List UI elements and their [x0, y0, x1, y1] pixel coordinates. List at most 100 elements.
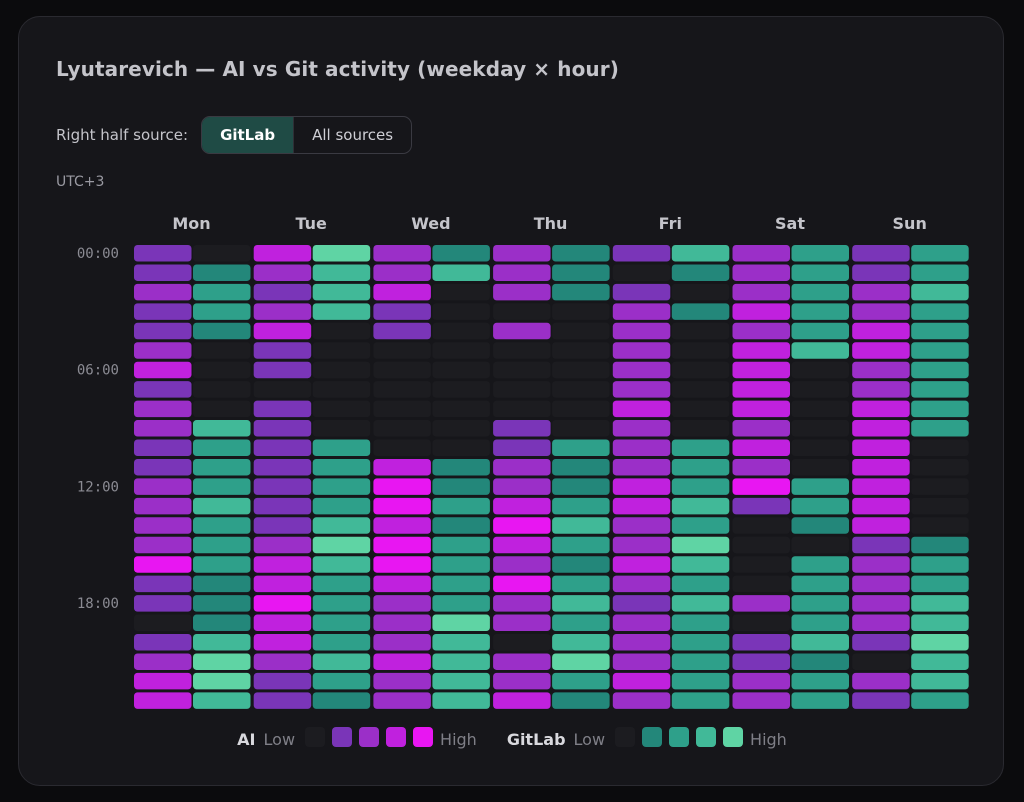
gitlab-cell-sun-h19[interactable] [911, 614, 969, 632]
gitlab-cell-sat-h11[interactable] [791, 458, 850, 476]
gitlab-cell-thu-h4[interactable] [552, 322, 610, 340]
ai-cell-tue-h11[interactable] [253, 458, 312, 476]
gitlab-cell-mon-h22[interactable] [193, 672, 251, 690]
ai-cell-tue-h2[interactable] [253, 283, 312, 301]
gitlab-cell-mon-h18[interactable] [193, 595, 251, 612]
gitlab-cell-sat-h17[interactable] [791, 575, 850, 593]
ai-cell-mon-h16[interactable] [134, 556, 192, 573]
ai-cell-sun-h8[interactable] [852, 400, 910, 418]
gitlab-cell-mon-h7[interactable] [193, 381, 251, 398]
ai-cell-fri-h20[interactable] [612, 634, 671, 651]
ai-cell-sun-h16[interactable] [852, 556, 910, 573]
ai-cell-sun-h19[interactable] [852, 614, 910, 632]
gitlab-cell-sun-h6[interactable] [911, 361, 969, 379]
ai-cell-fri-h21[interactable] [612, 653, 671, 670]
ai-cell-wed-h3[interactable] [373, 303, 431, 320]
gitlab-cell-wed-h18[interactable] [432, 595, 490, 612]
ai-cell-thu-h22[interactable] [493, 672, 551, 690]
gitlab-cell-wed-h12[interactable] [432, 478, 490, 495]
ai-cell-thu-h20[interactable] [493, 634, 551, 651]
ai-cell-tue-h10[interactable] [253, 439, 312, 457]
gitlab-cell-fri-h10[interactable] [671, 439, 730, 457]
source-option-all-sources[interactable]: All sources [293, 117, 411, 153]
gitlab-cell-mon-h3[interactable] [193, 303, 251, 320]
gitlab-cell-sat-h13[interactable] [791, 497, 850, 515]
gitlab-cell-fri-h21[interactable] [671, 653, 730, 670]
gitlab-cell-sat-h1[interactable] [791, 264, 850, 281]
ai-cell-mon-h1[interactable] [134, 264, 192, 281]
gitlab-cell-fri-h9[interactable] [671, 420, 730, 437]
gitlab-cell-sun-h11[interactable] [911, 458, 969, 476]
gitlab-cell-thu-h13[interactable] [552, 497, 610, 515]
gitlab-cell-sat-h5[interactable] [791, 342, 850, 359]
gitlab-cell-thu-h20[interactable] [552, 634, 610, 651]
gitlab-cell-sun-h12[interactable] [911, 478, 969, 495]
ai-cell-wed-h7[interactable] [373, 381, 431, 398]
ai-cell-wed-h11[interactable] [373, 458, 431, 476]
gitlab-cell-thu-h7[interactable] [552, 381, 610, 398]
gitlab-cell-thu-h10[interactable] [552, 439, 610, 457]
gitlab-cell-mon-h21[interactable] [193, 653, 251, 670]
gitlab-cell-fri-h18[interactable] [671, 595, 730, 612]
gitlab-cell-mon-h15[interactable] [193, 536, 251, 554]
gitlab-cell-tue-h14[interactable] [312, 517, 371, 534]
gitlab-cell-mon-h6[interactable] [193, 361, 251, 379]
gitlab-cell-fri-h4[interactable] [671, 322, 730, 340]
ai-cell-sat-h20[interactable] [732, 634, 791, 651]
ai-cell-wed-h20[interactable] [373, 634, 431, 651]
ai-cell-sun-h7[interactable] [852, 381, 910, 398]
gitlab-cell-thu-h23[interactable] [552, 692, 610, 709]
ai-cell-thu-h3[interactable] [493, 303, 551, 320]
gitlab-cell-sun-h18[interactable] [911, 595, 969, 612]
ai-cell-fri-h3[interactable] [612, 303, 671, 320]
ai-cell-wed-h14[interactable] [373, 517, 431, 534]
ai-cell-mon-h2[interactable] [134, 283, 192, 301]
ai-cell-thu-h19[interactable] [493, 614, 551, 632]
ai-cell-sun-h14[interactable] [852, 517, 910, 534]
gitlab-cell-wed-h14[interactable] [432, 517, 490, 534]
gitlab-cell-sat-h18[interactable] [791, 595, 850, 612]
ai-cell-mon-h5[interactable] [134, 342, 192, 359]
ai-cell-tue-h17[interactable] [253, 575, 312, 593]
gitlab-cell-thu-h15[interactable] [552, 536, 610, 554]
ai-cell-wed-h0[interactable] [373, 245, 431, 262]
gitlab-cell-thu-h2[interactable] [552, 283, 610, 301]
ai-cell-fri-h10[interactable] [612, 439, 671, 457]
gitlab-cell-sun-h22[interactable] [911, 672, 969, 690]
gitlab-cell-thu-h17[interactable] [552, 575, 610, 593]
gitlab-cell-thu-h21[interactable] [552, 653, 610, 670]
gitlab-cell-fri-h15[interactable] [671, 536, 730, 554]
ai-cell-sat-h0[interactable] [732, 245, 791, 262]
ai-cell-sat-h9[interactable] [732, 420, 791, 437]
gitlab-cell-sat-h21[interactable] [791, 653, 850, 670]
gitlab-cell-wed-h19[interactable] [432, 614, 490, 632]
ai-cell-mon-h17[interactable] [134, 575, 192, 593]
ai-cell-wed-h1[interactable] [373, 264, 431, 281]
gitlab-cell-tue-h4[interactable] [312, 322, 371, 340]
gitlab-cell-tue-h21[interactable] [312, 653, 371, 670]
gitlab-cell-mon-h20[interactable] [193, 634, 251, 651]
gitlab-cell-wed-h1[interactable] [432, 264, 490, 281]
gitlab-cell-wed-h16[interactable] [432, 556, 490, 573]
ai-cell-mon-h22[interactable] [134, 672, 192, 690]
gitlab-cell-wed-h8[interactable] [432, 400, 490, 418]
gitlab-cell-sat-h22[interactable] [791, 672, 850, 690]
ai-cell-fri-h13[interactable] [612, 497, 671, 515]
gitlab-cell-mon-h11[interactable] [193, 458, 251, 476]
gitlab-cell-fri-h16[interactable] [671, 556, 730, 573]
ai-cell-wed-h8[interactable] [373, 400, 431, 418]
ai-cell-tue-h0[interactable] [253, 245, 312, 262]
ai-cell-fri-h19[interactable] [612, 614, 671, 632]
gitlab-cell-mon-h1[interactable] [193, 264, 251, 281]
gitlab-cell-tue-h19[interactable] [312, 614, 371, 632]
gitlab-cell-thu-h0[interactable] [552, 245, 610, 262]
ai-cell-tue-h15[interactable] [253, 536, 312, 554]
ai-cell-tue-h21[interactable] [253, 653, 312, 670]
gitlab-cell-sun-h1[interactable] [911, 264, 969, 281]
ai-cell-tue-h8[interactable] [253, 400, 312, 418]
gitlab-cell-wed-h5[interactable] [432, 342, 490, 359]
gitlab-cell-fri-h7[interactable] [671, 381, 730, 398]
gitlab-cell-wed-h17[interactable] [432, 575, 490, 593]
ai-cell-sat-h18[interactable] [732, 595, 791, 612]
gitlab-cell-thu-h11[interactable] [552, 458, 610, 476]
